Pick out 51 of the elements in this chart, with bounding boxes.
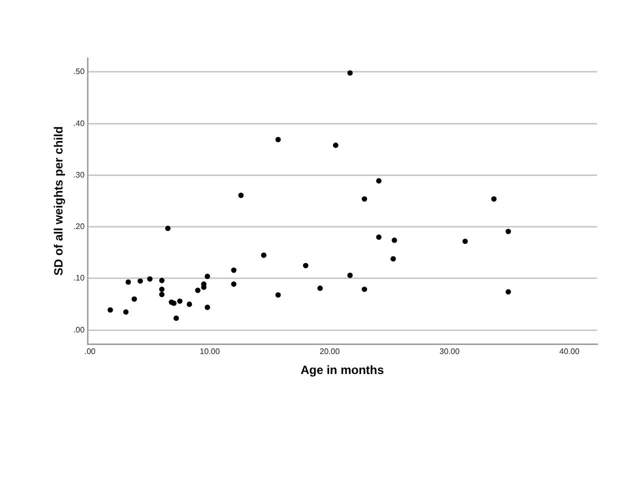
point [147, 276, 153, 282]
point [376, 178, 382, 184]
y-axis-title: SD of all weights per child [52, 126, 66, 276]
point [159, 278, 165, 284]
x-tick-label: 40.00 [559, 347, 580, 356]
x-axis-title: Age in months [300, 363, 384, 378]
point [275, 292, 281, 298]
point [317, 286, 323, 291]
point [126, 279, 131, 285]
point [506, 228, 511, 234]
point [390, 256, 396, 262]
point [174, 315, 179, 321]
point [177, 298, 183, 304]
point [238, 192, 244, 198]
y-tick-label: .40 [73, 118, 86, 128]
point [462, 238, 468, 244]
point [506, 289, 511, 295]
point [362, 286, 368, 292]
y-tick-label: .50 [73, 67, 86, 76]
x-tick-label: 20.00 [320, 347, 340, 356]
point [491, 196, 497, 202]
y-tick-label: .00 [73, 325, 86, 334]
point [165, 226, 171, 232]
point [159, 292, 165, 298]
point [261, 252, 266, 258]
point [138, 278, 143, 284]
y-tick-label: .20 [73, 222, 86, 232]
point [231, 281, 236, 287]
point [347, 272, 353, 278]
point [108, 307, 113, 313]
point [195, 288, 201, 294]
y-tick-label: .10 [73, 274, 86, 283]
point [204, 274, 210, 280]
point [132, 296, 137, 302]
point [159, 286, 165, 292]
point [171, 300, 177, 306]
x-tick-label: 30.00 [440, 347, 460, 356]
point [332, 142, 338, 148]
point [347, 70, 353, 76]
point [362, 196, 368, 202]
point [204, 304, 210, 310]
point [231, 267, 236, 273]
y-tick-label: .30 [73, 170, 86, 180]
point [123, 309, 129, 315]
x-tick-label: .00 [84, 347, 96, 356]
point [303, 262, 308, 268]
x-tick-label: 10.00 [200, 347, 220, 356]
point [275, 136, 281, 142]
point [376, 234, 382, 240]
point [392, 238, 398, 243]
point [186, 302, 192, 307]
